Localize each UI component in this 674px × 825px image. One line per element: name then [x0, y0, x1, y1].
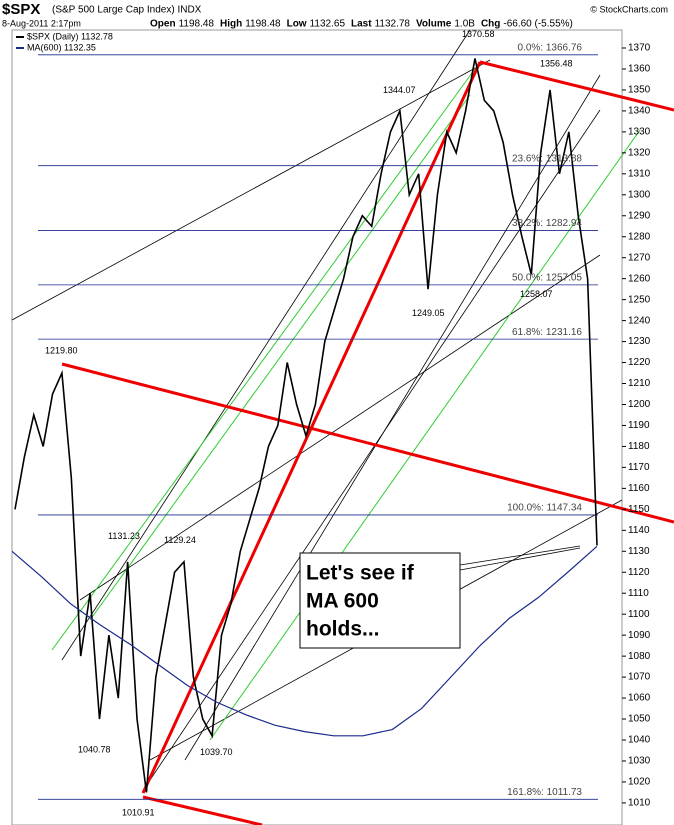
stat-value: 1198.48	[245, 19, 281, 30]
trend-line	[479, 60, 674, 112]
trend-line	[184, 74, 601, 761]
plot-frame	[11, 29, 623, 825]
trend-line	[209, 129, 641, 741]
y-tick-label: 1020	[628, 777, 651, 788]
price-label: 1344.07	[383, 85, 416, 95]
y-tick-label: 1250	[628, 294, 651, 305]
y-tick-label: 1100	[628, 609, 650, 620]
y-tick-label: 1160	[628, 483, 650, 494]
y-tick-label: 1140	[628, 525, 650, 536]
series-line	[14, 58, 598, 793]
stat-value: -66.60 (-5.55%)	[503, 19, 572, 30]
trend-line	[89, 94, 471, 621]
date: 8-Aug-2011 2:17pm	[2, 18, 81, 28]
trend-line	[141, 61, 482, 794]
y-tick-label: 1290	[628, 210, 651, 221]
price-label: 1039.70	[200, 747, 233, 757]
fib-label: 161.8%: 1011.73	[507, 787, 582, 798]
y-tick-label: 1120	[628, 567, 650, 578]
y-tick-label: 1130	[628, 546, 650, 557]
y-tick-label: 1300	[628, 189, 651, 200]
series-line	[11, 545, 598, 737]
trend-line	[142, 795, 263, 825]
y-tick-label: 1040	[628, 735, 651, 746]
price-label: 1219.80	[45, 345, 78, 355]
y-tick-label: 1030	[628, 756, 651, 767]
fib-label: 0.0%: 1366.76	[518, 42, 583, 53]
stat-name: Volume	[416, 19, 452, 30]
price-label: 1129.24	[164, 535, 196, 545]
note-text: MA 600	[306, 590, 379, 613]
y-tick-label: 1370	[628, 43, 651, 54]
chart-title: $SPX	[2, 1, 40, 18]
trend-lines	[11, 29, 674, 825]
price-label: 1258.07	[520, 289, 553, 299]
fib-label: 100.0%: 1147.34	[507, 503, 582, 514]
price-label: 1131.23	[108, 531, 140, 541]
stat-name: Last	[351, 19, 372, 30]
stat-value: 1.0B	[454, 19, 475, 30]
y-tick-label: 1320	[628, 147, 651, 158]
y-tick-label: 1270	[628, 252, 651, 263]
trend-line	[61, 362, 674, 524]
stat-name: High	[220, 19, 242, 30]
y-tick-label: 1220	[628, 357, 651, 368]
note-text: Let's see if	[306, 562, 415, 585]
callout-line	[459, 545, 581, 566]
y-tick-label: 1110	[628, 588, 649, 599]
legend-label: MA(600) 1132.35	[27, 42, 96, 52]
y-tick-label: 1090	[628, 630, 651, 641]
note-box	[299, 552, 461, 649]
price-label: 1010.91	[122, 807, 155, 817]
chart-subtitle: (S&P 500 Large Cap Index) INDX	[52, 5, 202, 16]
y-tick-label: 1360	[628, 64, 651, 75]
y-tick-label: 1280	[628, 231, 651, 242]
y-tick-label: 1150	[628, 504, 650, 515]
trend-line	[11, 59, 491, 321]
y-tick-label: 1070	[628, 672, 651, 683]
trend-line	[79, 254, 601, 601]
legend-label: $SPX (Daily) 1132.78	[27, 31, 113, 41]
fib-label: 61.8%: 1231.16	[512, 327, 582, 338]
y-tick-label: 1190	[628, 420, 650, 431]
y-tick-label: 1310	[628, 168, 651, 179]
trend-line	[51, 61, 481, 651]
price-label: 1356.48	[540, 59, 573, 69]
stat-value: 1132.78	[375, 19, 411, 30]
price-label: 1370.58	[462, 29, 495, 39]
y-tick-label: 1010	[628, 798, 651, 809]
fib-label: 50.0%: 1257.05	[512, 272, 582, 283]
y-tick-label: 1330	[628, 127, 651, 138]
y-tick-label: 1230	[628, 336, 651, 347]
y-tick-label: 1060	[628, 693, 651, 704]
stat-name: Open	[150, 19, 176, 30]
stat-value: 1132.65	[310, 19, 346, 30]
y-tick-label: 1340	[628, 106, 651, 117]
stat-name: Chg	[481, 19, 500, 30]
price-label: 1249.05	[412, 308, 445, 318]
y-tick-label: 1260	[628, 273, 651, 284]
stat-value: 1198.48	[179, 19, 215, 30]
note-text: holds...	[306, 618, 380, 641]
fib-label: 23.6%: 1313.88	[512, 153, 582, 164]
source: © StockCharts.com	[590, 4, 668, 14]
stat-name: Low	[287, 19, 307, 30]
fib-label: 38.2%: 1282.94	[512, 218, 582, 229]
y-tick-label: 1170	[628, 462, 650, 473]
y-tick-label: 1210	[628, 378, 651, 389]
callout-line	[459, 547, 581, 571]
price-label: 1040.78	[78, 745, 111, 755]
y-tick-label: 1050	[628, 714, 651, 725]
y-tick-label: 1180	[628, 441, 650, 452]
y-tick-label: 1240	[628, 315, 651, 326]
y-tick-label: 1080	[628, 651, 651, 662]
y-tick-label: 1350	[628, 85, 651, 96]
y-tick-label: 1200	[628, 399, 651, 410]
